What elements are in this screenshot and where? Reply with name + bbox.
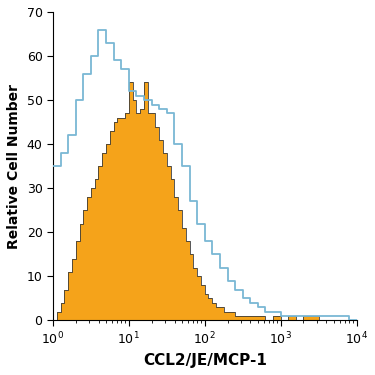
Y-axis label: Relative Cell Number: Relative Cell Number: [7, 84, 21, 249]
X-axis label: CCL2/JE/MCP-1: CCL2/JE/MCP-1: [143, 353, 267, 368]
